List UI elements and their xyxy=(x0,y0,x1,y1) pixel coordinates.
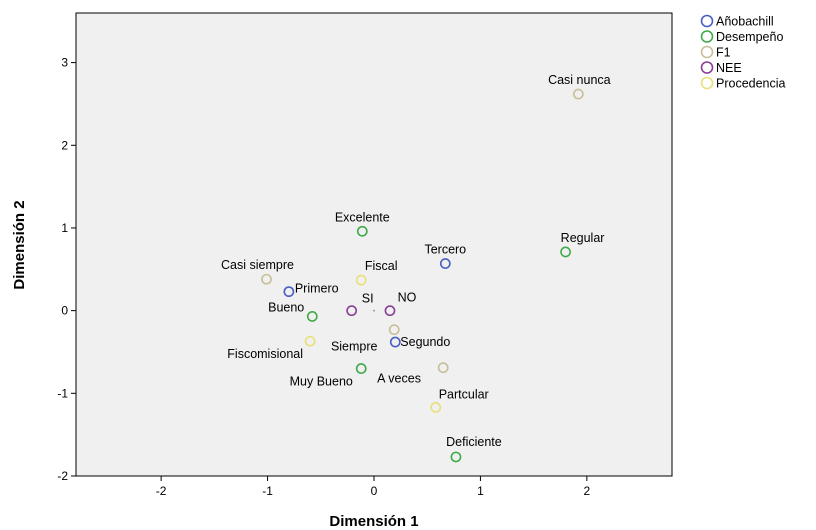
point-siempre xyxy=(388,324,400,336)
x-tick-label: 0 xyxy=(371,484,378,498)
y-tick-label: -2 xyxy=(57,469,68,483)
y-axis-title: Dimensión 2 xyxy=(11,200,28,289)
point-tercero xyxy=(439,258,451,269)
y-tick-label: 3 xyxy=(61,56,68,70)
point-casi-siempre xyxy=(261,273,272,285)
point-bueno xyxy=(306,311,318,322)
point-segundo xyxy=(389,336,401,348)
point-label: Tercero xyxy=(424,243,466,257)
point-excelente xyxy=(356,225,368,237)
x-tick-label: 2 xyxy=(584,484,591,498)
point-label: A veces xyxy=(377,372,421,386)
point-fiscomisional xyxy=(304,335,316,347)
point-muy-bueno xyxy=(355,363,367,374)
axis-ticks: -2 -1 0 1 2 -2 -1 0 1 2 3 xyxy=(57,56,590,498)
legend-marker xyxy=(700,61,714,74)
x-tick-label: 1 xyxy=(477,484,484,498)
point-label: Primero xyxy=(295,282,339,296)
point-primero xyxy=(283,286,295,298)
y-tick-label: 1 xyxy=(61,221,68,235)
x-tick-label: -2 xyxy=(156,484,167,498)
point-label: Bueno xyxy=(268,300,304,314)
point-label: Muy Bueno xyxy=(290,375,353,389)
x-axis-title: Dimensión 1 xyxy=(329,513,418,530)
legend-label: F1 xyxy=(716,46,731,60)
legend-marker xyxy=(700,76,714,90)
y-tick-label: 2 xyxy=(61,138,68,152)
legend-marker xyxy=(700,30,714,43)
y-tick-label: -1 xyxy=(57,386,68,400)
point-label: Segundo xyxy=(400,335,450,349)
origin-marker xyxy=(373,309,375,312)
point-si xyxy=(346,305,358,317)
legend-label: Añobachill xyxy=(716,15,774,29)
point-a-veces xyxy=(437,362,449,374)
legend-marker xyxy=(700,45,714,59)
plot-area xyxy=(75,12,673,477)
point-label: Partcular xyxy=(439,387,489,401)
point-fiscal xyxy=(355,274,367,286)
point-no xyxy=(384,305,396,317)
point-label: Deficiente xyxy=(446,435,502,449)
point-label: Casi nunca xyxy=(548,73,611,87)
legend-marker xyxy=(700,14,714,28)
point-label: Casi siempre xyxy=(221,258,294,272)
point-label: NO xyxy=(398,291,417,305)
point-label: Fiscal xyxy=(365,259,398,273)
y-tick-label: 0 xyxy=(61,304,68,318)
point-regular xyxy=(560,246,571,258)
point-deficiente xyxy=(450,451,462,463)
legend-label: Procedencia xyxy=(716,77,786,91)
point-label: Fiscomisional xyxy=(227,347,303,361)
point-label: Siempre xyxy=(331,340,378,354)
data-points: Primero Segundo Tercero Excelente Bueno Muy B… xyxy=(221,73,611,463)
x-tick-label: -1 xyxy=(262,484,273,498)
point-partcular xyxy=(430,401,442,413)
point-label: SI xyxy=(362,292,374,306)
point-label: Excelente xyxy=(335,210,390,224)
point-label: Regular xyxy=(561,231,605,245)
legend-label: Desempeño xyxy=(716,30,783,44)
point-casi-nunca xyxy=(572,88,584,100)
legend-label: NEE xyxy=(716,61,742,75)
